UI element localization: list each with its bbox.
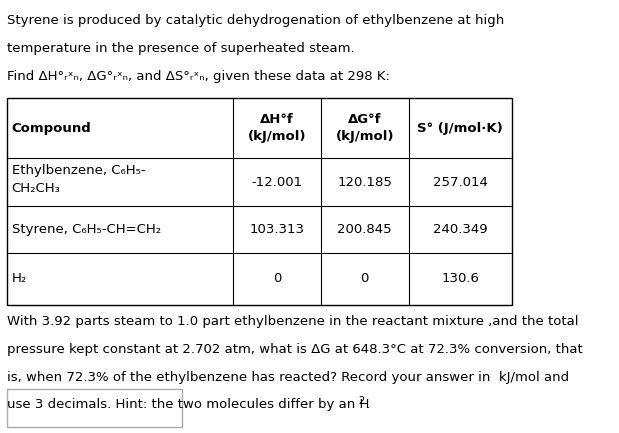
Text: -12.001: -12.001 [251, 176, 303, 189]
Text: 0: 0 [273, 272, 281, 285]
Text: With 3.92 parts steam to 1.0 part ethylbenzene in the reactant mixture ,and the : With 3.92 parts steam to 1.0 part ethylb… [7, 315, 578, 328]
Text: ΔH°f
(kJ/mol): ΔH°f (kJ/mol) [248, 113, 306, 143]
Text: S° (J/mol·K): S° (J/mol·K) [417, 122, 503, 135]
Text: 240.349: 240.349 [433, 223, 487, 236]
Text: 103.313: 103.313 [249, 223, 305, 236]
Text: 130.6: 130.6 [441, 272, 479, 285]
Text: Compound: Compound [12, 122, 92, 135]
Text: pressure kept constant at 2.702 atm, what is ΔG at 648.3°C at 72.3% conversion, : pressure kept constant at 2.702 atm, wha… [7, 343, 582, 355]
Text: Find ΔH°ᵣˣₙ, ΔG°ᵣˣₙ, and ΔS°ᵣˣₙ, given these data at 298 K:: Find ΔH°ᵣˣₙ, ΔG°ᵣˣₙ, and ΔS°ᵣˣₙ, given t… [7, 70, 389, 83]
Text: 257.014: 257.014 [433, 176, 488, 189]
Text: Styrene, C₆H₅-CH=CH₂: Styrene, C₆H₅-CH=CH₂ [12, 223, 161, 236]
Text: H₂: H₂ [12, 272, 27, 285]
Text: 120.185: 120.185 [337, 176, 392, 189]
Text: use 3 decimals. Hint: the two molecules differ by an H: use 3 decimals. Hint: the two molecules … [7, 398, 369, 411]
Text: is, when 72.3% of the ethylbenzene has reacted? Record your answer in  kJ/mol an: is, when 72.3% of the ethylbenzene has r… [7, 371, 569, 384]
Text: ΔG°f
(kJ/mol): ΔG°f (kJ/mol) [335, 113, 394, 143]
Text: 200.845: 200.845 [337, 223, 392, 236]
Text: Ethylbenzene, C₆H₅-
CH₂CH₃: Ethylbenzene, C₆H₅- CH₂CH₃ [12, 164, 145, 194]
Text: Styrene is produced by catalytic dehydrogenation of ethylbenzene at high: Styrene is produced by catalytic dehydro… [7, 14, 504, 27]
Text: temperature in the presence of superheated steam.: temperature in the presence of superheat… [7, 42, 354, 55]
Text: .: . [365, 398, 370, 411]
Bar [7, 388, 182, 427]
Text: 0: 0 [360, 272, 369, 285]
Text: 2: 2 [358, 396, 365, 406]
